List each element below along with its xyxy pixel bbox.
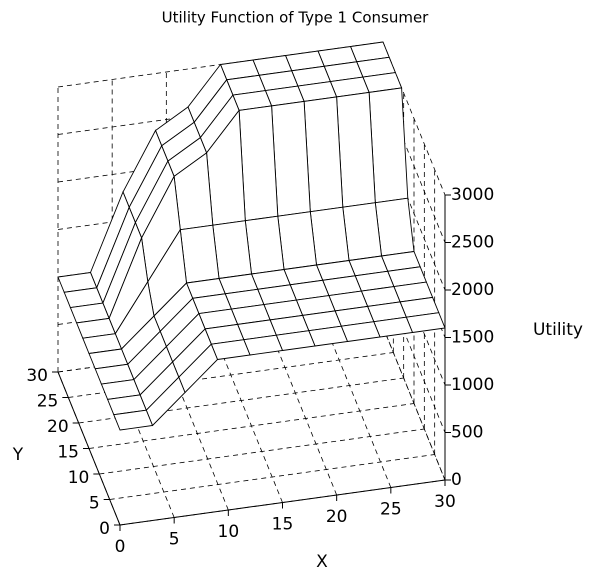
surface-cell [342, 202, 382, 262]
grid-line [382, 326, 446, 481]
x-tick-label: 0 [115, 537, 126, 557]
surface-cell [179, 224, 220, 284]
axis-line [57, 371, 121, 526]
axis-line [119, 479, 446, 526]
z-tick-label: 1000 [451, 375, 494, 395]
surface-cell [212, 220, 252, 280]
y-tick-label: 20 [47, 417, 69, 437]
x-tick-label: 20 [326, 507, 348, 527]
x-axis-title: X [316, 552, 328, 572]
y-tick-label: 25 [37, 392, 59, 412]
x-tick-label: 10 [218, 522, 240, 542]
y-tick-label: 30 [26, 366, 48, 386]
surface-cell [374, 197, 415, 257]
z-tick-label: 500 [451, 423, 483, 443]
y-tick-label: 10 [68, 468, 90, 488]
z-tick-label: 3000 [451, 185, 494, 205]
surface-cell [303, 96, 344, 213]
y-axis-title: Y [12, 445, 24, 465]
y-tick-label: 15 [57, 443, 79, 463]
x-tick-label: 30 [434, 492, 456, 512]
x-tick-label: 15 [272, 515, 294, 535]
surface-cell [277, 211, 317, 271]
x-tick-label: 25 [380, 500, 402, 520]
grid-line [109, 454, 435, 500]
surface-cell [336, 91, 376, 208]
surface-cell [271, 100, 311, 217]
y-tick-label: 0 [99, 519, 110, 539]
y-tick-label: 5 [89, 494, 100, 514]
grid-line [99, 428, 425, 475]
surface-cell [368, 87, 409, 204]
z-tick-label: 0 [451, 470, 462, 490]
surface-cell [309, 206, 350, 266]
chart-title: Utility Function of Type 1 Consumer [162, 9, 430, 27]
z-axis-title: Utility [533, 320, 583, 340]
surface-cell [113, 409, 154, 431]
surface-cell [238, 105, 279, 222]
x-tick-label: 5 [169, 530, 180, 550]
z-tick-label: 1500 [451, 328, 494, 348]
grid-line [88, 403, 415, 449]
z-tick-label: 2000 [451, 280, 494, 300]
z-tick-label: 2500 [451, 233, 494, 253]
surface-cell [244, 215, 285, 275]
